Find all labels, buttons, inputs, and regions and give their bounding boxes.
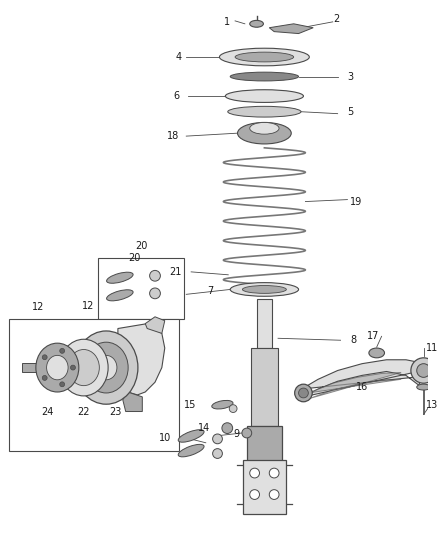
Bar <box>243 461 286 514</box>
Text: 12: 12 <box>82 301 95 311</box>
Ellipse shape <box>212 434 223 444</box>
Polygon shape <box>123 392 142 411</box>
Bar <box>22 362 57 373</box>
Text: 24: 24 <box>41 407 54 416</box>
Ellipse shape <box>250 468 259 478</box>
Polygon shape <box>269 24 313 34</box>
Bar <box>257 299 272 348</box>
Text: 12: 12 <box>32 302 44 312</box>
Ellipse shape <box>299 388 308 398</box>
Text: 19: 19 <box>350 197 363 207</box>
Ellipse shape <box>84 342 128 393</box>
Text: 15: 15 <box>184 400 196 410</box>
Text: 3: 3 <box>347 71 353 82</box>
Ellipse shape <box>46 356 68 380</box>
Bar <box>251 348 278 426</box>
Ellipse shape <box>219 48 309 66</box>
Ellipse shape <box>178 430 204 442</box>
Ellipse shape <box>250 490 259 499</box>
Ellipse shape <box>230 72 299 81</box>
Polygon shape <box>308 373 401 399</box>
Text: 6: 6 <box>173 91 180 101</box>
Ellipse shape <box>230 282 299 296</box>
Ellipse shape <box>150 288 160 298</box>
Text: 2: 2 <box>333 14 339 24</box>
Text: 21: 21 <box>169 267 181 277</box>
Text: 7: 7 <box>207 286 214 296</box>
Ellipse shape <box>60 382 65 387</box>
Ellipse shape <box>222 423 233 433</box>
Ellipse shape <box>242 428 252 438</box>
Bar <box>99 258 184 319</box>
Ellipse shape <box>228 106 301 117</box>
Text: 11: 11 <box>426 343 438 353</box>
Ellipse shape <box>106 290 133 301</box>
Ellipse shape <box>150 270 160 281</box>
Ellipse shape <box>225 90 304 102</box>
Text: 4: 4 <box>175 52 181 62</box>
Text: 9: 9 <box>233 429 239 439</box>
Text: 13: 13 <box>426 400 438 410</box>
Text: 18: 18 <box>167 131 180 141</box>
Text: 22: 22 <box>78 407 90 416</box>
Ellipse shape <box>235 52 294 62</box>
Ellipse shape <box>60 349 65 353</box>
Ellipse shape <box>42 375 47 381</box>
Text: 5: 5 <box>347 107 353 117</box>
Ellipse shape <box>417 384 431 390</box>
Text: 20: 20 <box>135 241 148 252</box>
Text: 1: 1 <box>224 17 230 27</box>
Ellipse shape <box>212 400 233 409</box>
Ellipse shape <box>269 490 279 499</box>
Ellipse shape <box>71 365 75 370</box>
Text: 14: 14 <box>198 423 211 433</box>
Ellipse shape <box>106 272 133 283</box>
Ellipse shape <box>242 286 286 293</box>
Ellipse shape <box>95 356 117 380</box>
Ellipse shape <box>411 358 436 383</box>
Ellipse shape <box>250 20 263 27</box>
Bar <box>8 319 180 450</box>
Text: 23: 23 <box>110 407 122 416</box>
Text: 8: 8 <box>350 335 357 345</box>
Ellipse shape <box>74 331 138 404</box>
Ellipse shape <box>42 355 47 360</box>
Ellipse shape <box>250 123 279 134</box>
Ellipse shape <box>36 343 79 392</box>
Ellipse shape <box>295 384 312 402</box>
Polygon shape <box>145 317 165 334</box>
Ellipse shape <box>59 340 108 396</box>
Polygon shape <box>301 360 423 397</box>
Ellipse shape <box>269 468 279 478</box>
Ellipse shape <box>229 405 237 413</box>
Ellipse shape <box>237 123 291 144</box>
Ellipse shape <box>178 445 204 457</box>
Text: 17: 17 <box>367 332 379 341</box>
Ellipse shape <box>212 449 223 458</box>
Ellipse shape <box>369 348 385 358</box>
Text: 16: 16 <box>356 382 368 392</box>
Ellipse shape <box>417 364 431 377</box>
Ellipse shape <box>68 350 99 386</box>
Text: 20: 20 <box>128 253 140 263</box>
Polygon shape <box>116 324 165 395</box>
Bar <box>247 426 282 475</box>
Text: 10: 10 <box>159 433 172 443</box>
